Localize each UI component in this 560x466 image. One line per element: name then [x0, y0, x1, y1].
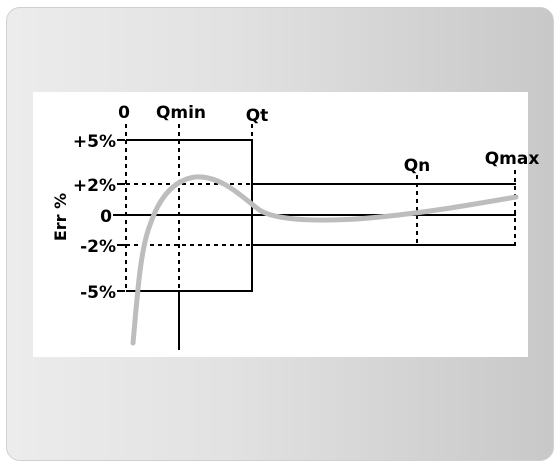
- y-label-plus5: +5%: [73, 132, 116, 152]
- x-label-qt: Qt: [246, 106, 269, 126]
- x-label-qmax: Qmax: [485, 149, 540, 169]
- y-label-minus2: -2%: [80, 237, 116, 257]
- y-axis-title: Err %: [51, 193, 70, 241]
- x-label-qn: Qn: [404, 156, 431, 176]
- x-label-qmin: Qmin: [156, 103, 206, 123]
- y-label-plus2: +2%: [73, 176, 116, 196]
- error-curve: [133, 177, 516, 343]
- y-label-zero: 0: [100, 207, 112, 227]
- y-label-minus5: -5%: [80, 283, 116, 303]
- x-label-zero: 0: [118, 103, 130, 123]
